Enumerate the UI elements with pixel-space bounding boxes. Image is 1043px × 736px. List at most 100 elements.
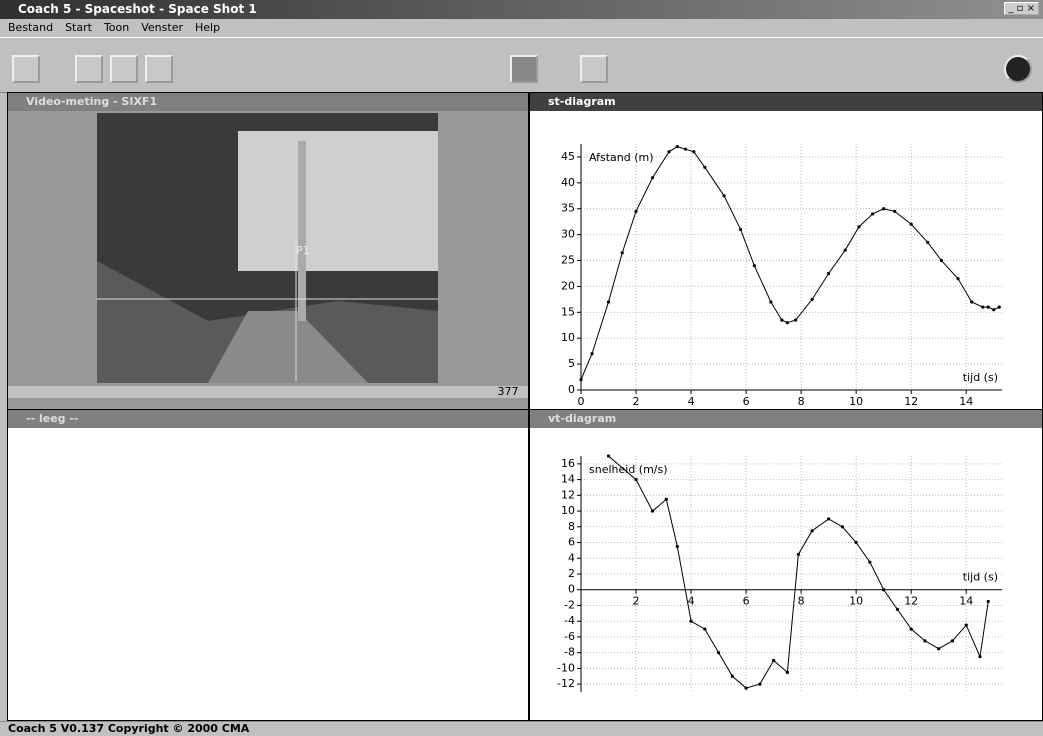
data-point (786, 671, 789, 674)
x-tick-label: 0 (578, 395, 585, 408)
data-point (841, 525, 844, 528)
open-button[interactable] (110, 55, 138, 83)
y-tick-label: 35 (561, 202, 575, 215)
menu-item[interactable]: Venster (141, 21, 183, 34)
data-point (744, 686, 747, 689)
pane-title: vt-diagram (530, 410, 1042, 428)
x-axis-label: tijd (s) (963, 571, 998, 584)
menu-item[interactable]: Toon (104, 21, 129, 34)
sky (238, 131, 438, 271)
x-tick-label: 2 (633, 395, 640, 408)
y-tick-label: -12 (557, 677, 575, 690)
video-area: P1 377 (8, 111, 528, 409)
data-point (692, 150, 695, 153)
y-tick-label: -10 (557, 661, 575, 674)
data-point (811, 298, 814, 301)
data-point (956, 277, 959, 280)
data-point (772, 659, 775, 662)
y-tick-label: 25 (561, 254, 575, 267)
y-tick-label: 30 (561, 228, 575, 241)
data-point (651, 176, 654, 179)
data-point (676, 145, 679, 148)
x-tick-label: 8 (798, 395, 805, 408)
video-pane: Video-meting - SIXF1 P1 377 (7, 92, 529, 410)
back-button[interactable] (12, 55, 40, 83)
pane-title: Video-meting - SIXF1 (8, 93, 528, 111)
data-point (855, 541, 858, 544)
x-axis-label: tijd (s) (963, 371, 998, 384)
menu-item[interactable]: Start (65, 21, 92, 34)
data-point (769, 300, 772, 303)
data-point (689, 620, 692, 623)
data-point (987, 600, 990, 603)
data-point (667, 150, 670, 153)
video-slider[interactable] (8, 386, 528, 398)
y-axis-label: Afstand (m) (589, 151, 654, 164)
x-tick-label: 6 (743, 595, 750, 608)
y-tick-label: 4 (568, 551, 575, 564)
graph-button[interactable] (580, 55, 608, 83)
frame-counter: 377 (498, 385, 519, 398)
y-tick-label: -8 (564, 646, 575, 659)
data-point (665, 498, 668, 501)
y-tick-label: 0 (568, 383, 575, 396)
data-point (651, 509, 654, 512)
y-tick-label: 40 (561, 176, 575, 189)
window-controls[interactable]: _ ▫ × (1004, 2, 1039, 15)
data-point (703, 627, 706, 630)
x-tick-label: 10 (849, 595, 863, 608)
x-tick-label: 12 (904, 595, 918, 608)
x-tick-label: 14 (959, 395, 973, 408)
st-pane: st-diagram 05101520253035404502468101214… (529, 92, 1043, 410)
menu-item[interactable]: Help (195, 21, 220, 34)
help-button[interactable] (1004, 55, 1032, 83)
y-tick-label: 10 (561, 504, 575, 517)
data-point (676, 545, 679, 548)
video-button[interactable] (510, 55, 538, 83)
data-point (910, 223, 913, 226)
data-point (970, 300, 973, 303)
data-line (581, 147, 999, 380)
y-tick-label: 45 (561, 150, 575, 163)
data-point (758, 683, 761, 686)
x-tick-label: 14 (959, 595, 973, 608)
data-point (998, 306, 1001, 309)
tower (298, 141, 306, 321)
data-point (882, 588, 885, 591)
y-tick-label: 16 (561, 457, 575, 470)
data-point (607, 454, 610, 457)
x-tick-label: 10 (849, 395, 863, 408)
copy-button[interactable] (75, 55, 103, 83)
point-label: P1 (296, 244, 310, 257)
data-point (965, 624, 968, 627)
data-point (827, 272, 830, 275)
y-tick-label: 0 (568, 583, 575, 596)
data-point (978, 655, 981, 658)
data-point (739, 228, 742, 231)
x-tick-label: 4 (688, 395, 695, 408)
y-tick-label: 2 (568, 567, 575, 580)
y-tick-label: 8 (568, 520, 575, 533)
data-point (590, 352, 593, 355)
data-point (981, 306, 984, 309)
y-tick-label: 15 (561, 305, 575, 318)
data-point (780, 318, 783, 321)
data-point (868, 561, 871, 564)
x-tick-label: 6 (743, 395, 750, 408)
menu-item[interactable]: Bestand (8, 21, 53, 34)
data-point (786, 321, 789, 324)
data-point (910, 627, 913, 630)
data-point (722, 194, 725, 197)
data-point (951, 639, 954, 642)
title-bar: Coach 5 - Spaceshot - Space Shot 1 (0, 0, 1043, 19)
data-point (797, 553, 800, 556)
data-point (937, 647, 940, 650)
save-button[interactable] (145, 55, 173, 83)
data-point (827, 517, 830, 520)
y-tick-label: 6 (568, 536, 575, 549)
data-point (579, 378, 582, 381)
data-point (923, 639, 926, 642)
y-tick-label: -4 (564, 614, 575, 627)
